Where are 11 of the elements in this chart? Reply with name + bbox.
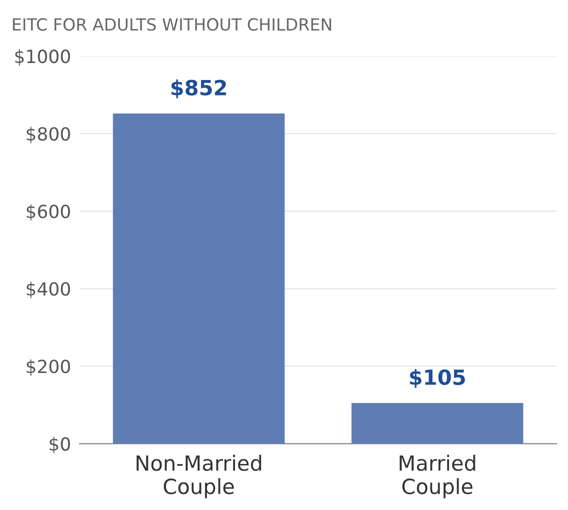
data-label: $105 (410, 368, 465, 388)
data-label: $852 (171, 79, 226, 98)
y-tick-label: $400 (26, 282, 70, 298)
y-tick-label: $800 (26, 126, 70, 144)
chart-title: EITC FOR ADULTS WITHOUT CHILDREN (12, 18, 332, 31)
y-tick-label: $0 (50, 436, 70, 454)
x-tick-label: Married Couple (400, 454, 476, 498)
y-tick-label: $600 (26, 204, 70, 221)
y-tick-label: $1000 (15, 49, 70, 66)
y-tick-label: $200 (26, 359, 70, 376)
x-tick-label: Non-Married Couple (136, 454, 262, 498)
